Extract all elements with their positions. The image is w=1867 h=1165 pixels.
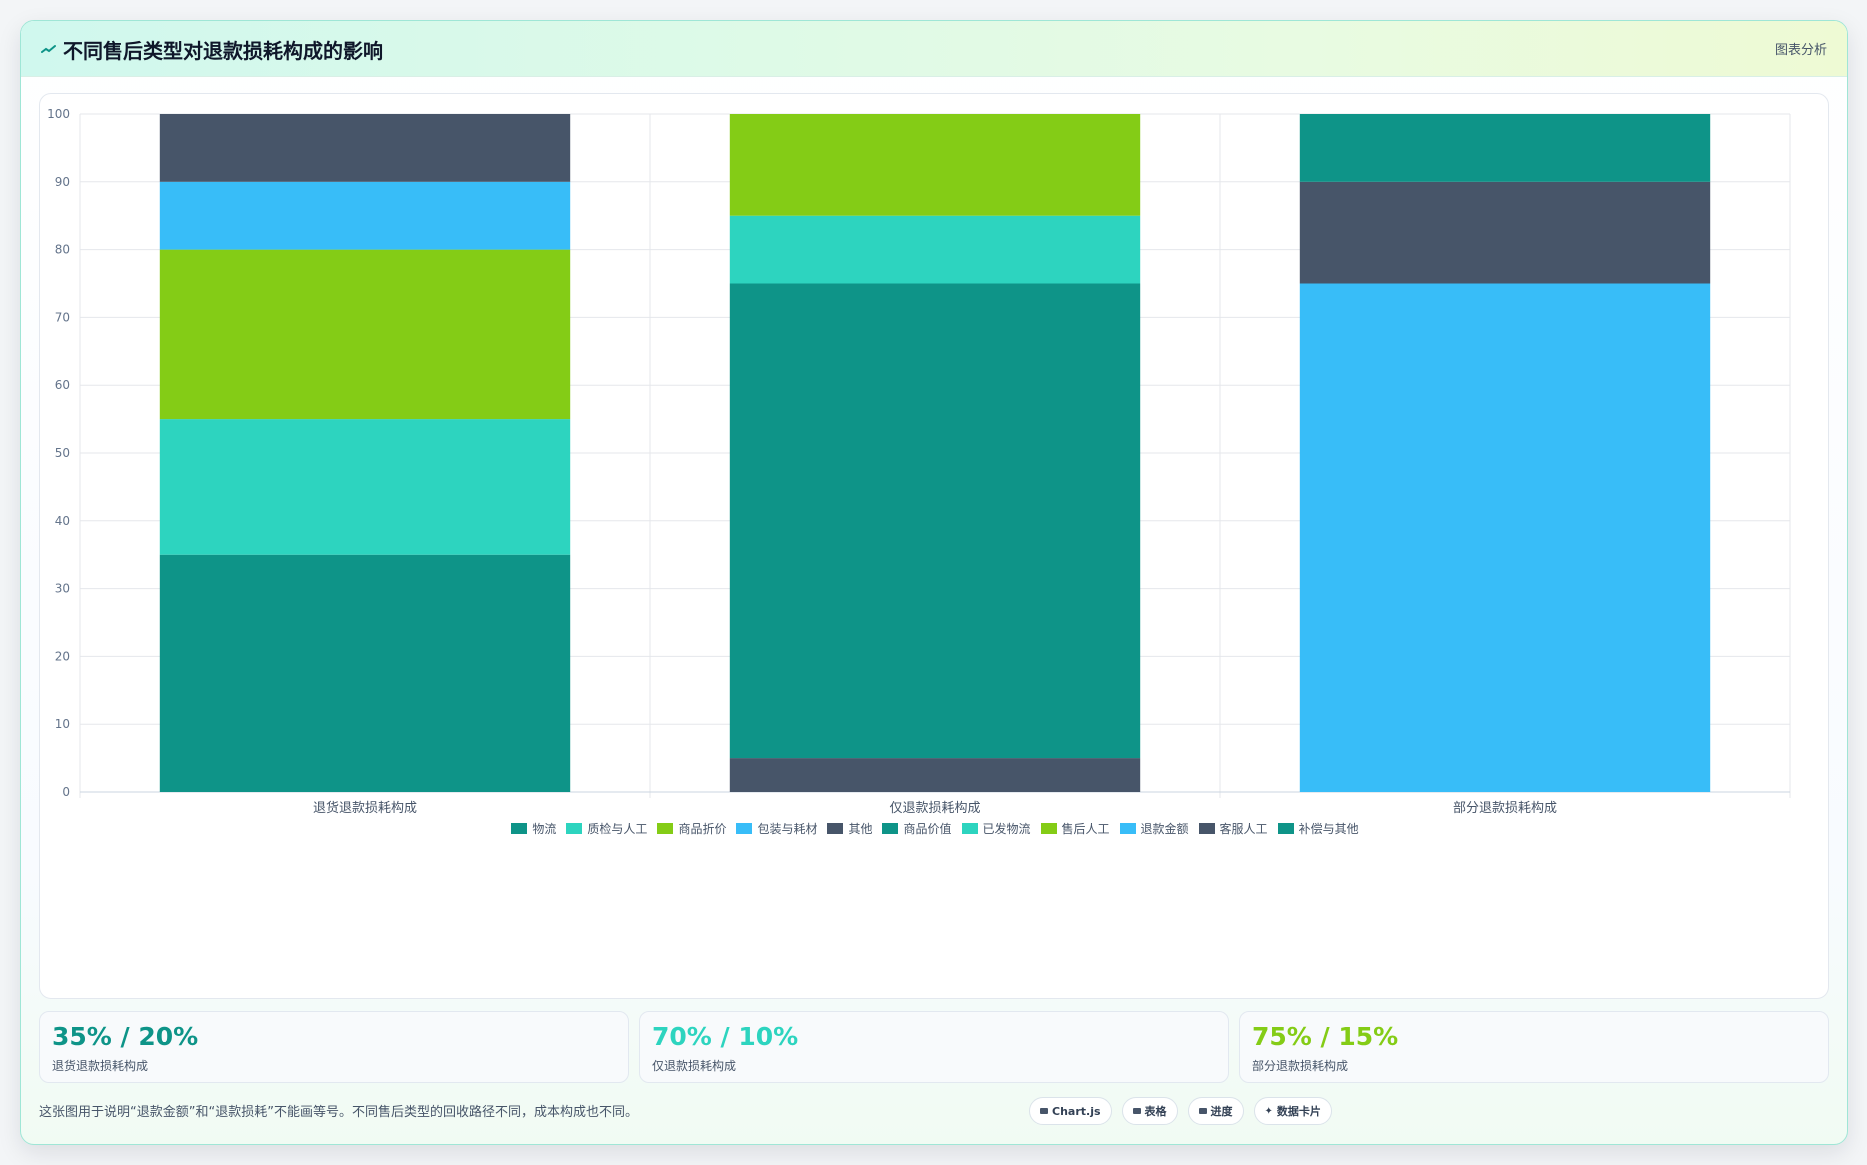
x-tick-label: 仅退款损耗构成 — [889, 801, 980, 816]
stacked-bar-chart: 0 10 20 30 40 50 60 70 80 90 100 退货退款损耗构成 仅退款损耗构成 部分退… — [47, 107, 1791, 816]
legend-swatch — [1119, 823, 1136, 834]
bar-segment — [1299, 283, 1711, 792]
legend-label: 商品价值 — [903, 822, 952, 836]
legend-swatch — [827, 823, 844, 834]
card-header: 不同售后类型对退款损耗构成的影响 图表分析 — [21, 21, 1847, 77]
x-tick-label: 部分退款损耗构成 — [1453, 801, 1557, 816]
legend-swatch — [657, 823, 674, 834]
bar-segment — [159, 554, 571, 792]
stat-value: 70% / 10% — [652, 1022, 799, 1051]
bar-segment — [729, 283, 1141, 759]
tag-label: 数据卡片 — [1276, 1105, 1321, 1118]
tag-label: 表格 — [1144, 1105, 1167, 1118]
y-tick-label: 80 — [55, 243, 70, 257]
legend-item[interactable]: 商品价值 — [882, 820, 952, 837]
legend-item[interactable]: 退款金额 — [1119, 820, 1189, 837]
tag-label: Chart.js — [1052, 1104, 1101, 1118]
stat-value: 35% / 20% — [52, 1022, 199, 1051]
y-tick-label: 90 — [55, 175, 70, 189]
trend-icon — [41, 45, 56, 53]
chart-legend: 物流 质检与人工 商品折价 包装与耗材 其他 商品价值 已发物流 售后人工 退款金额 客服人工 补偿… — [40, 820, 1830, 837]
legend-swatch — [566, 823, 583, 834]
legend-item[interactable]: 商品折价 — [657, 820, 726, 837]
legend-label: 退款金额 — [1140, 822, 1189, 836]
legend-item[interactable]: 客服人工 — [1198, 820, 1268, 837]
y-tick-label: 70 — [55, 310, 70, 324]
y-tick-label: 60 — [55, 378, 70, 392]
legend-item[interactable]: 其他 — [827, 820, 872, 837]
chart-icon — [1040, 1108, 1048, 1114]
bar-segment — [159, 114, 571, 182]
legend-item[interactable]: 补偿与其他 — [1277, 820, 1359, 837]
stat-label: 退货退款损耗构成 — [52, 1059, 149, 1073]
stat-label: 部分退款损耗构成 — [1252, 1059, 1349, 1073]
y-tick-label: 40 — [55, 514, 70, 528]
bar-segment — [729, 114, 1141, 216]
legend-label: 物流 — [532, 822, 557, 836]
legend-swatch — [511, 823, 528, 834]
stat-card-partial-refund: 75% / 15% 部分退款损耗构成 — [1239, 1011, 1829, 1083]
legend-item[interactable]: 物流 — [511, 820, 556, 837]
chart-panel: 0 10 20 30 40 50 60 70 80 90 100 退货退款损耗构成 仅退款损耗构成 部分退… — [39, 93, 1829, 999]
legend-item[interactable]: 已发物流 — [961, 820, 1031, 837]
tag-chartjs[interactable]: Chart.js — [1029, 1097, 1112, 1125]
legend-label: 质检与人工 — [587, 822, 648, 836]
legend-swatch — [1277, 823, 1294, 834]
y-tick-label: 20 — [55, 649, 70, 663]
y-tick-label: 100 — [47, 107, 70, 121]
bar-segment — [159, 249, 571, 420]
sparkle-icon: ✦ — [1264, 1105, 1273, 1117]
page-title: 不同售后类型对退款损耗构成的影响 — [63, 39, 383, 63]
stat-value: 75% / 15% — [1252, 1022, 1399, 1051]
legend-label: 包装与耗材 — [757, 822, 818, 836]
legend-item[interactable]: 质检与人工 — [566, 820, 647, 837]
footnote: 这张图用于说明“退款金额”和“退款损耗”不能画等号。不同售后类型的回收路径不同，… — [39, 1105, 638, 1120]
bar-segment — [159, 181, 571, 250]
legend-label: 已发物流 — [982, 822, 1031, 836]
legend-swatch — [882, 823, 899, 834]
bar-segment — [729, 758, 1141, 792]
tag-label: 进度 — [1210, 1105, 1233, 1118]
chart-card: 不同售后类型对退款损耗构成的影响 图表分析 0 10 20 30 40 50 60 70 80 9… — [20, 20, 1848, 1145]
y-tick-label: 30 — [55, 582, 70, 596]
bar-segment — [159, 419, 571, 555]
table-icon — [1132, 1108, 1141, 1114]
bar-segment — [1299, 114, 1711, 182]
legend-label: 客服人工 — [1219, 822, 1268, 836]
legend-swatch — [1198, 823, 1215, 834]
tag-data-card[interactable]: ✦ 数据卡片 — [1253, 1097, 1332, 1125]
chart-analysis-link[interactable]: 图表分析 — [1774, 43, 1827, 58]
legend-label: 其他 — [848, 822, 873, 836]
legend-swatch — [961, 823, 978, 834]
y-tick-label: 50 — [55, 446, 70, 460]
bar-segment — [729, 215, 1141, 284]
y-tick-label: 10 — [55, 717, 70, 731]
x-tick-label: 退货退款损耗构成 — [313, 800, 417, 816]
tag-bar: Chart.js 表格 进度 ✦ 数据卡片 — [1029, 1097, 1332, 1125]
stat-label: 仅退款损耗构成 — [652, 1059, 737, 1073]
legend-label: 售后人工 — [1061, 822, 1110, 836]
progress-icon — [1198, 1108, 1207, 1114]
legend-swatch — [736, 823, 753, 834]
y-tick-label: 0 — [62, 785, 70, 799]
legend-label: 补偿与其他 — [1298, 822, 1359, 836]
stat-card-return-refund: 35% / 20% 退货退款损耗构成 — [39, 1011, 629, 1083]
tag-progress[interactable]: 进度 — [1187, 1097, 1244, 1125]
bar-segment — [1299, 181, 1711, 284]
legend-swatch — [1040, 823, 1057, 834]
legend-label: 商品折价 — [678, 822, 727, 836]
tag-table[interactable]: 表格 — [1121, 1097, 1178, 1125]
legend-item[interactable]: 包装与耗材 — [736, 820, 817, 837]
legend-item[interactable]: 售后人工 — [1040, 820, 1110, 837]
stat-card-refund-only: 70% / 10% 仅退款损耗构成 — [639, 1011, 1229, 1083]
